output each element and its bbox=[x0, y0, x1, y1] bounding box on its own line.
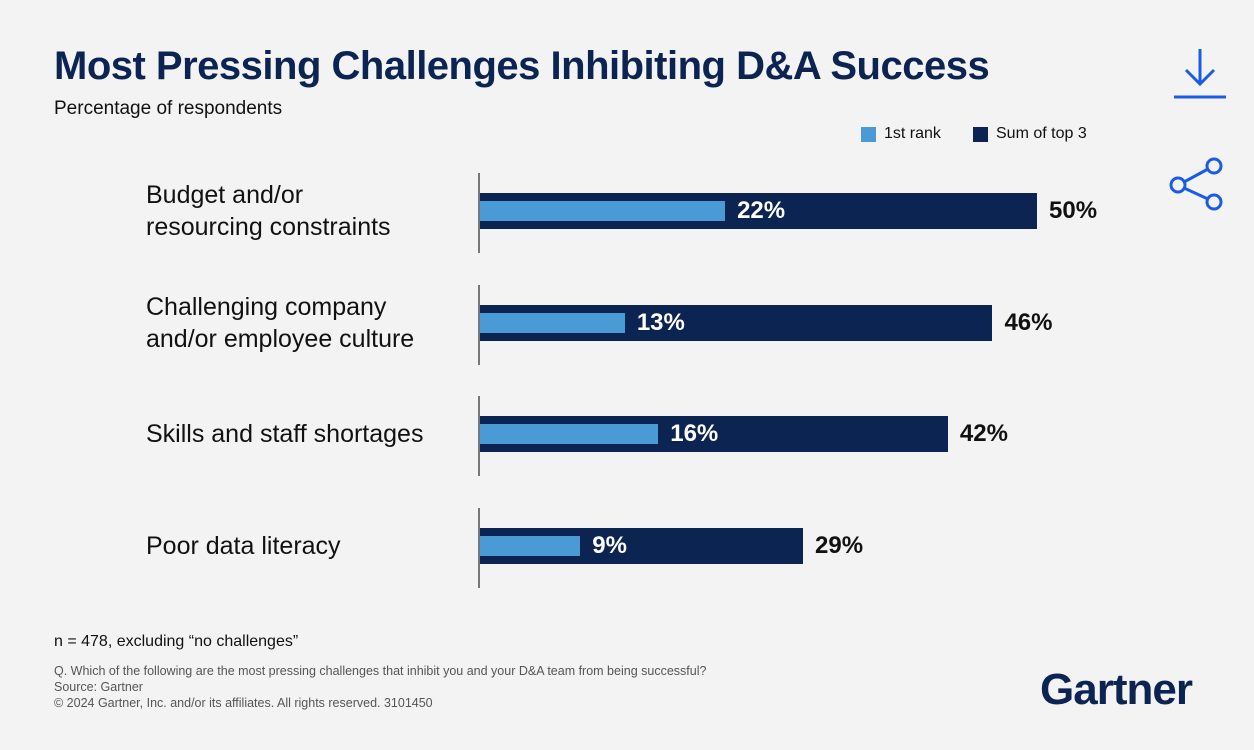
chart-subtitle: Percentage of respondents bbox=[54, 98, 283, 119]
bar bbox=[480, 201, 726, 221]
category-label: Budget and/or resourcing constraints bbox=[146, 181, 391, 241]
axis-line bbox=[478, 284, 480, 365]
footnote: Source: Gartner bbox=[54, 680, 143, 694]
value-label: 42% bbox=[959, 420, 1008, 447]
legend-label: Sum of top 3 bbox=[996, 125, 1087, 142]
bar bbox=[480, 312, 625, 333]
legend-label: 1st rank bbox=[884, 125, 941, 142]
legend-swatch bbox=[861, 126, 876, 142]
value-label: 16% bbox=[670, 420, 719, 447]
note: n = 478, excluding “no challenges” bbox=[54, 633, 299, 650]
value-label: 9% bbox=[592, 531, 627, 559]
legend-swatch bbox=[973, 126, 988, 142]
download-icon[interactable] bbox=[1168, 45, 1232, 105]
axis-line bbox=[478, 173, 480, 253]
legend-item: 1st rank bbox=[861, 125, 941, 143]
footnote: Q. Which of the following are the most p… bbox=[54, 664, 707, 678]
bar bbox=[480, 535, 581, 556]
value-label: 50% bbox=[1049, 197, 1098, 224]
legend-item: Sum of top 3 bbox=[973, 125, 1087, 143]
logo: Gartner bbox=[1040, 665, 1193, 714]
category-label: Skills and staff shortages bbox=[146, 420, 424, 448]
chart-title: Most Pressing Challenges Inhibiting D&A … bbox=[54, 44, 990, 88]
value-label: 22% bbox=[737, 197, 786, 224]
value-label: 13% bbox=[636, 308, 685, 336]
axis-line bbox=[478, 396, 480, 476]
category-label: Challenging company and/or employee cult… bbox=[146, 292, 415, 353]
footnote: © 2024 Gartner, Inc. and/or its affiliat… bbox=[54, 696, 433, 710]
category-label: Poor data literacy bbox=[146, 531, 341, 560]
share-icon[interactable] bbox=[1164, 155, 1228, 215]
value-label: 29% bbox=[815, 531, 864, 559]
value-label: 46% bbox=[1004, 308, 1053, 336]
bar bbox=[480, 424, 659, 444]
axis-line bbox=[478, 507, 480, 588]
